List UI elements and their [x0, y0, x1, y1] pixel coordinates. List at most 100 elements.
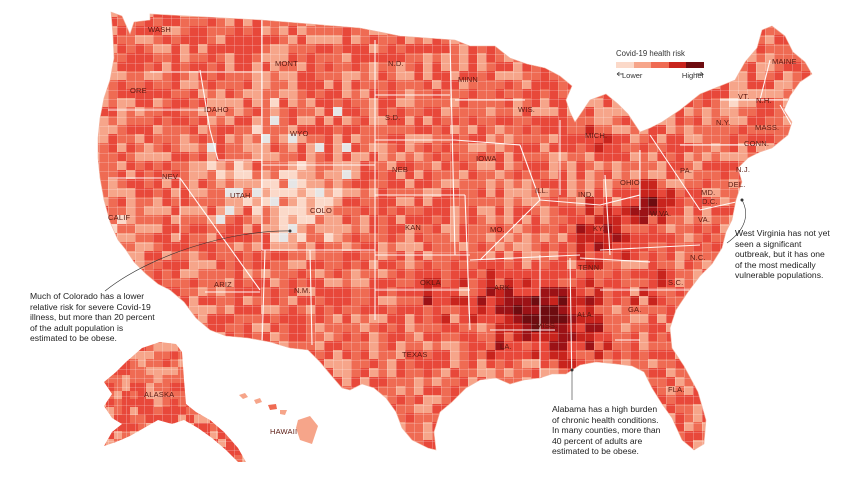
county-cell — [792, 17, 802, 27]
county-cell — [178, 463, 186, 471]
county-cell — [783, 170, 793, 180]
county-cell — [765, 12, 775, 18]
county-cell — [693, 323, 703, 333]
county-cell — [576, 26, 586, 36]
county-cell — [774, 197, 784, 207]
county-cell — [504, 449, 514, 450]
county-cell — [756, 206, 766, 216]
county-cell — [810, 170, 812, 180]
county-cell — [153, 458, 162, 467]
county-cell — [122, 439, 131, 448]
county-cell — [567, 44, 577, 54]
county-cell — [675, 341, 685, 351]
county-cell — [621, 17, 631, 27]
county-cell — [104, 423, 107, 432]
county-cell — [576, 458, 585, 467]
county-cell — [162, 305, 172, 315]
county-cell — [98, 368, 100, 378]
county-cell — [135, 449, 145, 450]
county-cell — [270, 449, 280, 450]
county-cell — [477, 395, 487, 405]
county-cell — [486, 422, 496, 432]
county-cell — [729, 359, 739, 369]
county-cell — [210, 391, 219, 400]
county-cell — [297, 386, 307, 396]
county-cell — [180, 431, 190, 441]
county-cell — [225, 413, 235, 423]
county-cell — [657, 458, 666, 467]
county-cell — [639, 458, 648, 467]
county-cell — [504, 44, 514, 54]
county-cell — [756, 17, 766, 27]
county-cell — [819, 341, 828, 350]
county-cell — [531, 413, 541, 423]
county-cell — [540, 449, 550, 450]
county-cell — [288, 359, 298, 369]
county-cell — [819, 170, 828, 179]
county-cell — [279, 458, 288, 467]
county-cell — [459, 395, 469, 405]
county-cell — [315, 395, 325, 405]
county-cell — [189, 323, 199, 333]
county-cell — [801, 26, 811, 36]
county-cell — [720, 287, 730, 297]
county-cell — [90, 458, 99, 467]
county-cell — [513, 449, 523, 450]
county-cell — [702, 359, 712, 369]
county-cell — [783, 188, 793, 198]
county-cell — [738, 12, 748, 18]
county-cell — [747, 395, 757, 405]
county-cell — [180, 449, 190, 450]
county-cell — [792, 332, 802, 342]
county-cell — [729, 431, 739, 441]
county-cell — [186, 455, 195, 462]
county-cell — [792, 44, 802, 54]
county-cell — [666, 89, 676, 99]
county-cell — [738, 17, 748, 27]
county-cell — [810, 431, 812, 441]
county-cell — [765, 161, 775, 171]
county-cell — [738, 332, 748, 342]
county-cell — [738, 413, 748, 423]
county-cell — [621, 395, 631, 405]
county-cell — [702, 26, 712, 36]
county-cell — [387, 458, 396, 467]
county-cell — [99, 53, 109, 63]
county-cell — [378, 17, 388, 27]
county-cell — [216, 350, 226, 360]
county-cell — [810, 89, 812, 99]
county-cell — [819, 368, 828, 377]
county-cell — [801, 350, 811, 360]
county-cell — [783, 350, 793, 360]
county-cell — [186, 343, 195, 352]
county-cell — [189, 377, 199, 387]
county-cell — [162, 296, 172, 306]
county-cell — [756, 341, 766, 351]
county-cell — [162, 423, 171, 432]
county-cell — [603, 26, 613, 36]
county-cell — [558, 386, 568, 396]
county-cell — [261, 377, 271, 387]
county-cell — [396, 440, 406, 450]
county-cell — [279, 350, 289, 360]
county-cell — [621, 35, 631, 45]
county-cell — [261, 359, 271, 369]
state-label: IDAHO — [204, 105, 229, 114]
county-cell — [720, 395, 730, 405]
county-cell — [450, 17, 460, 27]
county-cell — [522, 17, 532, 27]
county-cell — [792, 116, 802, 126]
county-cell — [234, 350, 244, 360]
county-cell — [104, 455, 107, 462]
state-label: MO. — [490, 225, 505, 234]
county-cell — [333, 440, 343, 450]
county-cell — [130, 463, 138, 471]
county-cell — [252, 458, 261, 467]
county-cell — [720, 422, 730, 432]
county-cell — [207, 350, 217, 360]
county-cell — [729, 35, 739, 45]
county-cell — [792, 449, 802, 450]
county-cell — [684, 89, 694, 99]
county-cell — [315, 404, 325, 414]
county-cell — [774, 458, 783, 467]
